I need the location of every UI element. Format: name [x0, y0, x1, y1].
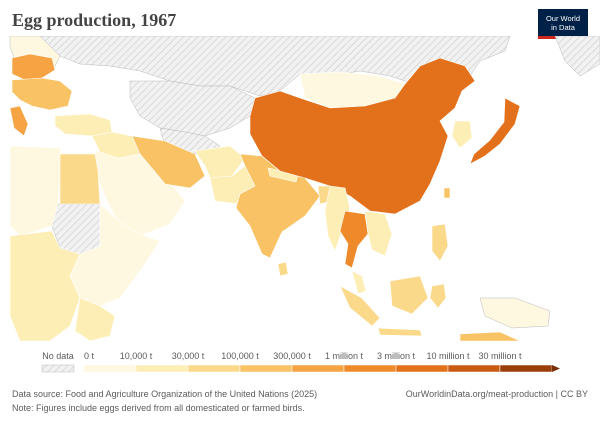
legend-label: 10 million t [426, 351, 470, 361]
legend-swatch[interactable] [291, 364, 345, 373]
owid-logo[interactable]: Our World in Data [538, 9, 588, 39]
legend-label: 30 million t [478, 351, 522, 361]
legend-swatch[interactable] [135, 364, 189, 373]
region-taiwan[interactable] [443, 187, 451, 199]
footnote: Note: Figures include eggs derived from … [12, 403, 305, 413]
legend-no-data-label: No data [42, 351, 74, 361]
region-malaysia[interactable] [351, 270, 367, 295]
region-tanzania[interactable] [74, 297, 116, 341]
chart-title: Egg production, 1967 [12, 10, 177, 30]
legend-swatch[interactable] [395, 364, 449, 373]
region-sulawesi[interactable] [429, 283, 447, 309]
region-poland[interactable] [11, 53, 56, 81]
region-north-africa[interactable] [9, 145, 63, 237]
region-java[interactable] [377, 327, 423, 337]
legend-label: 30,000 t [172, 351, 205, 361]
region-turkey[interactable] [54, 113, 113, 137]
region-japan[interactable] [469, 97, 521, 165]
legend-label: 1 million t [325, 351, 364, 361]
legend-no-data-swatch [41, 364, 75, 373]
region-alaska[interactable] [554, 36, 600, 77]
legend-swatch[interactable] [499, 364, 553, 373]
region-ukraine-balkans[interactable] [11, 77, 73, 111]
legend-swatch[interactable] [83, 364, 137, 373]
region-china[interactable] [249, 57, 476, 215]
region-philippines[interactable] [431, 223, 449, 262]
legend-label: 10,000 t [120, 351, 153, 361]
region-italy[interactable] [9, 105, 29, 137]
logo-line-2: in Data [551, 23, 575, 32]
region-kazakhstan[interactable] [129, 80, 256, 137]
region-east-africa[interactable] [69, 203, 161, 307]
region-iran[interactable] [131, 135, 206, 189]
region-egypt[interactable] [59, 153, 101, 205]
legend-swatch[interactable] [343, 364, 397, 373]
legend-label: 3 million t [377, 351, 416, 361]
region-borneo[interactable] [389, 275, 429, 315]
color-legend: No data 0 t 10,000 t 30,000 t 100,000 t 300,… [41, 351, 560, 373]
legend-label: 0 t [84, 351, 95, 361]
region-myanmar[interactable] [324, 185, 351, 252]
region-thailand[interactable] [339, 210, 369, 269]
legend-swatch[interactable] [239, 364, 293, 373]
region-sumatra[interactable] [339, 285, 381, 327]
logo-line-1: Our World [545, 14, 581, 23]
region-indochina[interactable] [364, 210, 393, 257]
region-sri-lanka[interactable] [277, 261, 289, 277]
region-new-guinea[interactable] [479, 297, 551, 329]
legend-label: 100,000 t [221, 351, 259, 361]
world-map[interactable] [0, 36, 600, 341]
source-url[interactable]: OurWorldinData.org/meat-production | CC … [405, 389, 588, 399]
legend-arrow [552, 365, 560, 372]
data-source: Data source: Food and Agriculture Organi… [12, 389, 318, 399]
legend-swatch[interactable] [187, 364, 241, 373]
region-sudan[interactable] [51, 203, 106, 255]
legend-label: 300,000 t [273, 351, 311, 361]
region-australia[interactable] [459, 331, 521, 341]
region-korea[interactable] [451, 120, 473, 149]
legend-swatch[interactable] [447, 364, 501, 373]
